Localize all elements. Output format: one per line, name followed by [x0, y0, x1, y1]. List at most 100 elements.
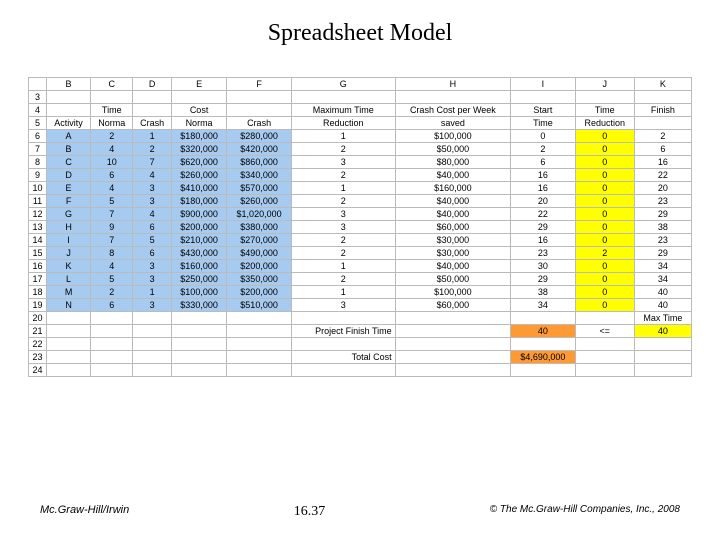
row-header[interactable]: 10 — [29, 182, 47, 195]
time-normal[interactable]: 4 — [91, 260, 133, 273]
col-header[interactable]: I — [511, 78, 576, 91]
cell[interactable] — [227, 312, 292, 325]
cost-crash[interactable]: $280,000 — [227, 130, 292, 143]
cost-normal[interactable]: $160,000 — [171, 260, 226, 273]
row-header[interactable]: 12 — [29, 208, 47, 221]
crash-cost-week[interactable]: $60,000 — [395, 299, 510, 312]
cell[interactable] — [91, 338, 133, 351]
time-crash[interactable]: 4 — [133, 208, 172, 221]
finish-time[interactable]: 22 — [634, 169, 691, 182]
row-header[interactable]: 21 — [29, 325, 47, 338]
cell[interactable] — [171, 364, 226, 377]
time-normal[interactable]: 4 — [91, 143, 133, 156]
max-reduction[interactable]: 2 — [291, 273, 395, 286]
header-cell[interactable] — [634, 117, 691, 130]
time-normal[interactable]: 7 — [91, 234, 133, 247]
cell[interactable] — [91, 351, 133, 364]
cost-crash[interactable]: $510,000 — [227, 299, 292, 312]
cell[interactable] — [227, 364, 292, 377]
activity-cell[interactable]: C — [47, 156, 91, 169]
cell[interactable] — [133, 312, 172, 325]
time-crash[interactable]: 1 — [133, 286, 172, 299]
header-cell[interactable]: Norma — [171, 117, 226, 130]
cell[interactable] — [91, 312, 133, 325]
time-crash[interactable]: 3 — [133, 182, 172, 195]
cell[interactable] — [227, 325, 292, 338]
finish-time[interactable]: 20 — [634, 182, 691, 195]
time-normal[interactable]: 5 — [91, 195, 133, 208]
time-crash[interactable]: 3 — [133, 273, 172, 286]
activity-cell[interactable]: E — [47, 182, 91, 195]
crash-cost-week[interactable]: $30,000 — [395, 247, 510, 260]
col-header[interactable]: H — [395, 78, 510, 91]
finish-time[interactable]: 40 — [634, 299, 691, 312]
activity-cell[interactable]: I — [47, 234, 91, 247]
cell[interactable] — [634, 364, 691, 377]
cell[interactable] — [227, 338, 292, 351]
cost-crash[interactable]: $200,000 — [227, 286, 292, 299]
cell[interactable] — [575, 312, 634, 325]
crash-cost-week[interactable]: $100,000 — [395, 130, 510, 143]
header-cell[interactable]: Start — [511, 104, 576, 117]
cost-crash[interactable]: $490,000 — [227, 247, 292, 260]
cell[interactable] — [291, 338, 395, 351]
col-header[interactable]: K — [634, 78, 691, 91]
max-reduction[interactable]: 1 — [291, 182, 395, 195]
cell[interactable] — [171, 91, 226, 104]
time-normal[interactable]: 6 — [91, 169, 133, 182]
time-reduction[interactable]: 0 — [575, 156, 634, 169]
row-header[interactable]: 13 — [29, 221, 47, 234]
finish-time[interactable]: 29 — [634, 208, 691, 221]
start-time[interactable]: 38 — [511, 286, 576, 299]
activity-cell[interactable]: N — [47, 299, 91, 312]
col-header[interactable]: F — [227, 78, 292, 91]
max-reduction[interactable]: 1 — [291, 130, 395, 143]
header-cell[interactable] — [47, 104, 91, 117]
crash-cost-week[interactable]: $100,000 — [395, 286, 510, 299]
cell[interactable] — [171, 325, 226, 338]
max-reduction[interactable]: 1 — [291, 286, 395, 299]
cell[interactable] — [171, 351, 226, 364]
row-header[interactable]: 24 — [29, 364, 47, 377]
activity-cell[interactable]: M — [47, 286, 91, 299]
start-time[interactable]: 16 — [511, 182, 576, 195]
time-reduction[interactable]: 0 — [575, 195, 634, 208]
cell[interactable] — [91, 91, 133, 104]
time-crash[interactable]: 3 — [133, 195, 172, 208]
cost-normal[interactable]: $620,000 — [171, 156, 226, 169]
lte-cell[interactable]: <= — [575, 325, 634, 338]
cost-crash[interactable]: $570,000 — [227, 182, 292, 195]
col-header[interactable]: B — [47, 78, 91, 91]
cell[interactable] — [47, 312, 91, 325]
time-reduction[interactable]: 0 — [575, 273, 634, 286]
col-header[interactable]: G — [291, 78, 395, 91]
start-time[interactable]: 30 — [511, 260, 576, 273]
max-reduction[interactable]: 2 — [291, 143, 395, 156]
cost-normal[interactable]: $200,000 — [171, 221, 226, 234]
time-normal[interactable]: 4 — [91, 182, 133, 195]
cell[interactable] — [511, 91, 576, 104]
cell[interactable] — [575, 351, 634, 364]
header-cell[interactable] — [133, 104, 172, 117]
header-cell[interactable]: Maximum Time — [291, 104, 395, 117]
activity-cell[interactable]: A — [47, 130, 91, 143]
cell[interactable] — [133, 351, 172, 364]
row-header[interactable]: 23 — [29, 351, 47, 364]
cost-normal[interactable]: $210,000 — [171, 234, 226, 247]
cell[interactable] — [291, 312, 395, 325]
project-finish-value[interactable]: 40 — [511, 325, 576, 338]
finish-time[interactable]: 29 — [634, 247, 691, 260]
time-reduction[interactable]: 0 — [575, 169, 634, 182]
cell[interactable] — [171, 338, 226, 351]
start-time[interactable]: 6 — [511, 156, 576, 169]
cell[interactable] — [511, 312, 576, 325]
cost-normal[interactable]: $100,000 — [171, 286, 226, 299]
max-reduction[interactable]: 3 — [291, 221, 395, 234]
time-crash[interactable]: 6 — [133, 221, 172, 234]
max-reduction[interactable]: 2 — [291, 247, 395, 260]
row-header[interactable]: 11 — [29, 195, 47, 208]
cell[interactable] — [634, 91, 691, 104]
activity-cell[interactable]: B — [47, 143, 91, 156]
cost-crash[interactable]: $340,000 — [227, 169, 292, 182]
max-reduction[interactable]: 2 — [291, 234, 395, 247]
